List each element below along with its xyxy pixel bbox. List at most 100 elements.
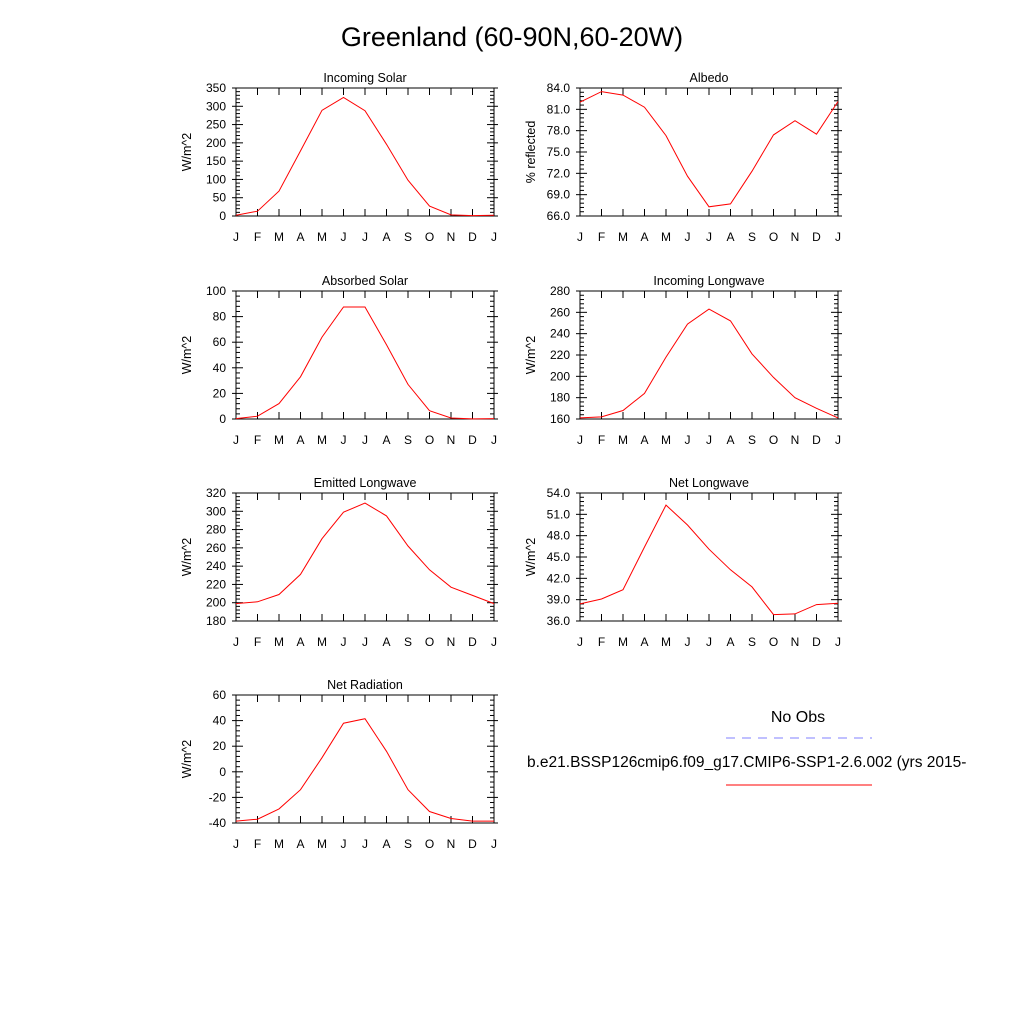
y-tick-label: 75.0 <box>547 145 571 159</box>
x-tick-label: F <box>254 230 261 244</box>
x-tick-label: M <box>618 230 628 244</box>
x-tick-label: J <box>233 433 239 447</box>
y-tick-label: 100 <box>206 284 226 298</box>
y-tick-label: 36.0 <box>547 614 571 628</box>
y-tick-label: 320 <box>206 486 226 500</box>
x-tick-label: O <box>769 230 778 244</box>
y-axis-label: W/m^2 <box>180 336 194 375</box>
x-tick-label: D <box>812 635 821 649</box>
x-tick-label: M <box>274 635 284 649</box>
x-tick-label: J <box>233 230 239 244</box>
y-tick-label: 48.0 <box>547 529 571 543</box>
x-tick-label: O <box>425 433 434 447</box>
x-tick-label: M <box>274 230 284 244</box>
x-tick-label: D <box>468 433 477 447</box>
x-tick-label: J <box>341 635 347 649</box>
x-tick-label: A <box>382 230 390 244</box>
y-tick-label: 69.0 <box>547 188 571 202</box>
x-tick-label: D <box>812 433 821 447</box>
y-tick-label: 350 <box>206 81 226 95</box>
y-tick-label: 72.0 <box>547 166 571 180</box>
plot-frame <box>579 492 839 622</box>
x-tick-label: M <box>317 230 327 244</box>
x-tick-label: J <box>685 635 691 649</box>
y-tick-label: 39.0 <box>547 593 571 607</box>
series-line <box>235 306 495 420</box>
x-tick-label: J <box>491 230 497 244</box>
x-tick-label: A <box>640 230 648 244</box>
x-tick-label: J <box>362 230 368 244</box>
x-tick-label: S <box>404 635 412 649</box>
x-tick-label: A <box>640 635 648 649</box>
panel-title: Incoming Solar <box>323 71 406 85</box>
y-tick-label: -20 <box>209 790 227 804</box>
x-tick-label: J <box>835 230 841 244</box>
x-tick-label: A <box>726 635 734 649</box>
y-tick-label: 180 <box>206 614 226 628</box>
x-tick-label: A <box>640 433 648 447</box>
x-tick-label: N <box>791 433 800 447</box>
x-tick-label: A <box>726 230 734 244</box>
x-tick-label: D <box>468 635 477 649</box>
x-tick-label: J <box>233 635 239 649</box>
x-tick-label: D <box>468 230 477 244</box>
y-tick-label: 66.0 <box>547 209 571 223</box>
x-tick-label: J <box>706 230 712 244</box>
y-tick-label: 260 <box>206 541 226 555</box>
x-tick-label: N <box>447 837 456 851</box>
x-tick-label: O <box>769 635 778 649</box>
x-tick-label: M <box>274 837 284 851</box>
y-tick-label: 80 <box>213 310 227 324</box>
x-tick-label: S <box>748 635 756 649</box>
y-tick-label: 240 <box>550 327 570 341</box>
x-tick-label: M <box>661 230 671 244</box>
y-tick-label: 260 <box>550 305 570 319</box>
x-tick-label: J <box>835 635 841 649</box>
x-tick-label: M <box>317 837 327 851</box>
x-tick-label: A <box>382 635 390 649</box>
x-tick-label: M <box>618 635 628 649</box>
y-tick-label: 0 <box>219 412 226 426</box>
x-tick-label: J <box>685 433 691 447</box>
x-tick-label: M <box>661 433 671 447</box>
y-tick-label: 220 <box>550 348 570 362</box>
x-tick-label: A <box>296 635 304 649</box>
panel-title: Absorbed Solar <box>322 274 408 288</box>
y-tick-label: 0 <box>219 209 226 223</box>
x-tick-label: F <box>598 433 605 447</box>
x-tick-label: F <box>254 433 261 447</box>
plot-frame <box>235 87 495 217</box>
y-tick-label: 20 <box>213 739 227 753</box>
x-tick-label: F <box>598 635 605 649</box>
x-tick-label: M <box>274 433 284 447</box>
x-tick-label: J <box>706 433 712 447</box>
y-tick-label: 160 <box>550 412 570 426</box>
y-tick-label: 300 <box>206 99 226 113</box>
y-axis-label: W/m^2 <box>180 740 194 779</box>
x-tick-label: F <box>254 837 261 851</box>
plot-frame <box>235 694 495 824</box>
x-tick-label: M <box>618 433 628 447</box>
y-tick-label: 100 <box>206 172 226 186</box>
x-tick-label: M <box>661 635 671 649</box>
y-tick-label: 54.0 <box>547 486 571 500</box>
x-tick-label: J <box>362 635 368 649</box>
y-tick-label: 220 <box>206 577 226 591</box>
x-tick-label: O <box>769 433 778 447</box>
x-tick-label: S <box>404 837 412 851</box>
y-tick-label: 45.0 <box>547 550 571 564</box>
x-tick-label: A <box>382 837 390 851</box>
x-tick-label: N <box>447 635 456 649</box>
panel-title: Net Longwave <box>669 476 749 490</box>
x-tick-label: S <box>748 230 756 244</box>
y-tick-label: 180 <box>550 391 570 405</box>
x-tick-label: F <box>254 635 261 649</box>
x-tick-label: F <box>598 230 605 244</box>
y-axis-label: W/m^2 <box>180 133 194 172</box>
